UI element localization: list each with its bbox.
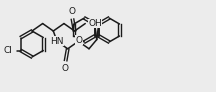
Text: OH: OH bbox=[88, 19, 102, 28]
Text: O: O bbox=[76, 36, 83, 45]
Text: O: O bbox=[68, 7, 75, 16]
Text: O: O bbox=[61, 64, 68, 73]
Text: HN: HN bbox=[50, 37, 64, 46]
Text: Cl: Cl bbox=[4, 46, 13, 55]
